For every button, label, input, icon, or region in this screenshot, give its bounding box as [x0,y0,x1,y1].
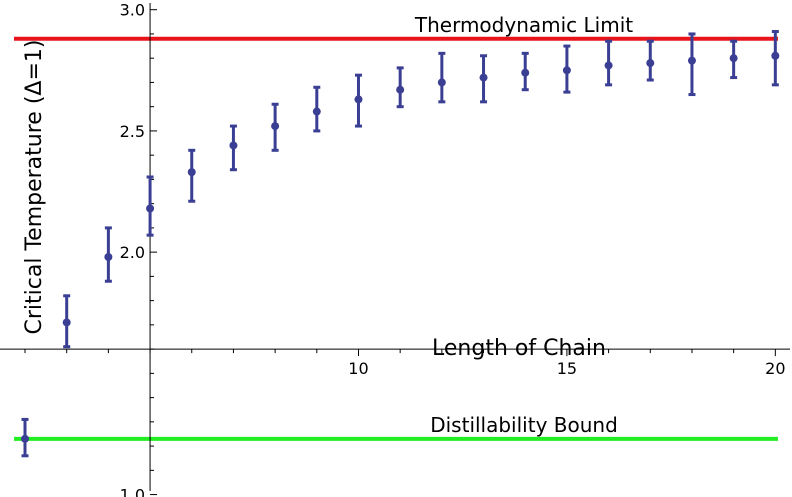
x-ticks: 10 15 20 [24,349,786,378]
data-point [229,141,238,150]
y-tick-label: 2.5 [120,122,145,141]
data-point [437,78,446,87]
y-ticks: 1.0 2.0 2.5 3.0 [120,1,158,497]
x-tick-label: 20 [765,359,785,378]
data-point [604,61,613,70]
data-point [146,204,155,213]
y-axis-title: Critical Temperature (Δ=1) [22,40,47,335]
data-point [646,59,655,68]
data-point [396,85,405,94]
data-point [771,51,780,60]
y-tick-label: 2.0 [120,243,145,262]
data-point [187,168,196,177]
data-point [729,54,738,63]
x-axis-title: Length of Chain [432,336,606,361]
reference-line-label-2: Distillability Bound [430,413,618,437]
reference-lines: Thermodynamic Limit Distillability Bound [14,13,778,441]
data-point [687,56,696,65]
data-point [479,73,488,82]
data-point [312,107,321,116]
data-point [562,66,571,75]
data-point [354,95,363,104]
data-point [271,122,280,131]
data-point [21,434,30,443]
data-point [104,252,113,261]
data-point [62,318,71,327]
y-tick-label: 3.0 [120,1,145,20]
data-points [21,30,780,458]
data-point [521,68,530,77]
x-tick-label: 10 [348,359,368,378]
reference-line-label-1: Thermodynamic Limit [414,13,633,37]
x-tick-label: 15 [557,359,577,378]
y-tick-label: 1.0 [120,486,145,497]
